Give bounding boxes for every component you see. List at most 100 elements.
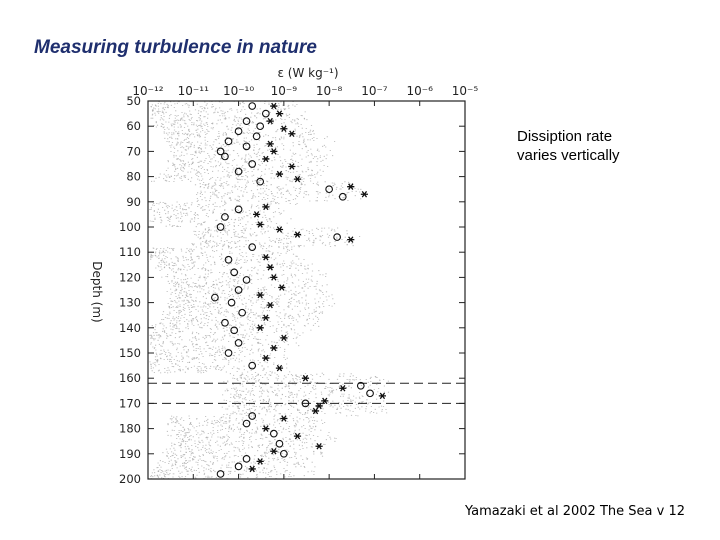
circle-marker [211, 293, 219, 302]
asterisk-marker [311, 407, 320, 415]
circle-marker [333, 233, 341, 241]
x-tick-label: 10⁻¹⁰ [223, 84, 254, 98]
circle-marker [238, 308, 247, 317]
y-tick-label: 80 [126, 170, 141, 184]
asterisk-marker [262, 354, 270, 362]
circle-marker [242, 142, 251, 151]
asterisk-marker [293, 432, 302, 440]
asterisk-marker [270, 102, 278, 110]
asterisk-marker [270, 274, 278, 281]
y-tick-label: 50 [126, 94, 141, 108]
asterisk-marker [262, 203, 270, 211]
side-note: Dissiption rate varies vertically [517, 127, 687, 165]
asterisk-marker [266, 301, 274, 309]
y-tick-label: 190 [119, 447, 141, 461]
circle-marker [224, 137, 233, 146]
asterisk-marker [280, 415, 288, 422]
asterisk-marker [256, 291, 264, 299]
circle-marker [221, 213, 229, 221]
axis-ticks: 50 60 70 80 90 100 110 120 130 140 150 160 170 180 190… [119, 84, 478, 486]
circle-marker [242, 276, 251, 284]
y-tick-label: 140 [119, 321, 141, 335]
data-markers [211, 102, 387, 478]
circle-marker [242, 117, 251, 126]
x-tick-label: 10⁻⁶ [407, 84, 434, 98]
circle-marker [242, 419, 251, 428]
y-tick-label: 130 [119, 296, 141, 310]
asterisk-marker [266, 117, 274, 125]
asterisk-marker [275, 170, 284, 178]
asterisk-marker [278, 284, 286, 291]
asterisk-marker [315, 402, 323, 410]
x-tick-label: 10⁻¹² [132, 84, 163, 98]
circle-marker [234, 339, 243, 347]
asterisk-marker [262, 314, 270, 321]
side-note-line: Dissiption rate [517, 128, 613, 145]
circle-marker [248, 361, 257, 370]
circle-marker [230, 268, 239, 277]
circle-marker [242, 454, 251, 463]
asterisk-marker [248, 465, 256, 473]
plot-frame [147, 100, 466, 480]
y-tick-label: 120 [119, 270, 141, 284]
slide-title: Measuring turbulence in nature [34, 37, 317, 58]
circle-marker [252, 132, 261, 141]
background-data-cloud [149, 100, 390, 480]
asterisk-marker [256, 458, 264, 465]
y-tick-label: 100 [119, 220, 141, 234]
circle-marker [275, 439, 284, 448]
citation: Yamazaki et al 2002 The Sea v 12 [465, 504, 685, 519]
circle-marker [338, 192, 347, 201]
circle-marker [234, 167, 243, 176]
asterisk-marker [275, 226, 284, 233]
circle-marker [224, 349, 233, 357]
asterisk-marker [321, 397, 329, 405]
asterisk-marker [266, 140, 274, 148]
circle-marker [230, 326, 239, 335]
asterisk-marker [266, 264, 274, 271]
x-axis-label: ε (W kg⁻¹) [277, 66, 338, 80]
circle-marker [248, 412, 257, 420]
asterisk-marker [262, 155, 270, 163]
circle-marker [269, 429, 278, 438]
asterisk-marker [270, 448, 278, 455]
circle-marker [248, 102, 257, 110]
asterisk-marker [288, 130, 296, 138]
circle-marker [248, 160, 257, 168]
dashed-depth-lines [148, 382, 465, 404]
circle-marker [216, 147, 225, 156]
circle-marker [325, 185, 333, 194]
circle-marker [224, 255, 233, 264]
speckle-cloud [149, 100, 390, 480]
asterisk-marker [252, 211, 261, 218]
asterisk-marker [360, 190, 368, 198]
circle-marker [216, 223, 225, 231]
x-tick-label: 10⁻⁸ [316, 84, 343, 98]
side-note-line: varies vertically [517, 147, 620, 164]
y-axis-label: Depth (m) [90, 261, 104, 322]
asterisk-marker [275, 364, 284, 372]
asterisk-marker [315, 442, 323, 450]
asterisk-marker [256, 324, 264, 332]
x-tick-label: 10⁻¹¹ [178, 84, 209, 98]
asterisk-marker [270, 148, 278, 155]
circle-marker [221, 318, 229, 327]
circle-marker [256, 122, 265, 131]
circle-marker [366, 389, 374, 398]
y-tick-label: 150 [119, 346, 141, 360]
x-tick-label: 10⁻⁵ [452, 84, 479, 98]
circle-marker [234, 286, 243, 294]
asterisk-marker [262, 425, 270, 432]
asterisk-marker [347, 236, 355, 243]
circle-marker [261, 109, 270, 118]
circle-marker [256, 177, 265, 186]
asterisk-marker [280, 334, 288, 342]
asterisk-marker [293, 175, 302, 183]
circle-marker [216, 470, 225, 478]
asterisk-marker [270, 344, 278, 352]
circle-marker [221, 152, 229, 161]
asterisk-marker [301, 374, 310, 382]
circle-marker [234, 462, 243, 471]
x-tick-label: 10⁻⁷ [361, 84, 388, 98]
